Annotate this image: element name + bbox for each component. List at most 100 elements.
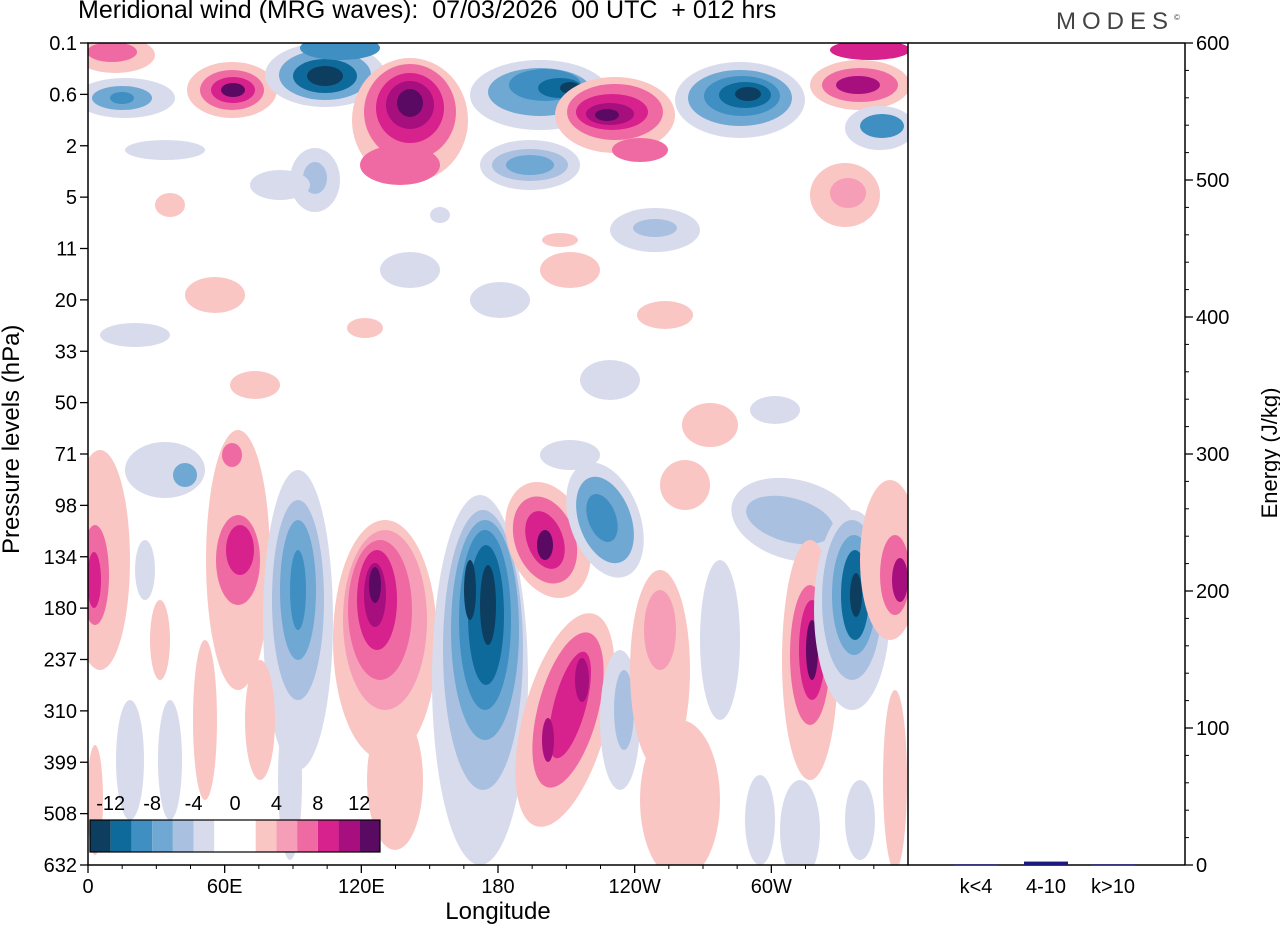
field-blob <box>230 371 280 399</box>
colorbar-swatch <box>152 820 173 852</box>
field-blob <box>506 155 554 175</box>
colorbar-frame <box>89 819 381 853</box>
x-tick-label: 60E <box>207 876 243 898</box>
energy-tick-label: 200 <box>1196 581 1229 603</box>
field-blob <box>746 495 834 545</box>
field-blob <box>193 640 217 800</box>
colorbar-swatch <box>131 820 153 852</box>
colorbar-label: 12 <box>348 793 370 815</box>
energy-tick-label: 100 <box>1196 718 1229 740</box>
colorbar-label: 4 <box>271 793 282 815</box>
y-axis-title: Pressure levels (hPa) <box>0 324 25 554</box>
field-blob <box>836 76 880 94</box>
field-blob <box>735 87 761 101</box>
y-tick-label: 11 <box>56 239 77 261</box>
x-tick-label: 180 <box>481 876 514 898</box>
field-blob <box>245 660 275 780</box>
colorbar-label: -12 <box>96 793 125 815</box>
field-blob <box>595 109 619 121</box>
field-blob <box>806 620 818 680</box>
field-blob <box>226 525 254 575</box>
field-blob <box>780 780 820 865</box>
field-blob <box>745 775 775 865</box>
field-blob <box>158 700 182 820</box>
colorbar-swatch <box>338 820 360 852</box>
field-blob <box>660 460 710 510</box>
energy-tick-label: 400 <box>1196 307 1229 329</box>
x-axis-ticks: 0 60E 120E 180 120W 60W <box>82 865 875 898</box>
x-tick-label: 120W <box>609 876 661 898</box>
y-axis-ticks: 0.1 0.6 2 5 11 20 33 50 71 98 134 180 237 310 399 508 63… <box>44 33 88 877</box>
colorbar-swatch <box>359 820 380 852</box>
field-blob <box>612 138 668 162</box>
y-tick-label: 71 <box>55 444 77 466</box>
y-tick-label: 2 <box>66 136 77 158</box>
colorbar-swatch <box>193 820 215 852</box>
colorbar-swatch <box>90 820 111 852</box>
y-tick-label: 98 <box>55 495 77 517</box>
energy-bar <box>1024 861 1068 865</box>
energy-category-label: 4-10 <box>1026 876 1066 898</box>
x-tick-label: 0 <box>82 876 93 898</box>
field-blob <box>88 43 137 62</box>
field-blob <box>586 494 618 542</box>
y-tick-label: 310 <box>44 701 77 723</box>
field-blob <box>300 43 380 60</box>
y-tick-label: 0.6 <box>49 84 77 106</box>
field-blob <box>480 565 496 645</box>
field-blob <box>640 720 720 865</box>
field-blob <box>110 92 134 104</box>
field-blob <box>464 560 476 620</box>
colorbar-label: 8 <box>312 793 323 815</box>
x-tick-label: 60W <box>751 876 792 898</box>
field-blob <box>116 700 144 820</box>
colorbar-swatch <box>276 820 298 852</box>
energy-axis-title: Energy (J/kg) <box>1257 387 1280 519</box>
field-blob <box>347 318 383 338</box>
colorbar-label: 0 <box>229 793 240 815</box>
y-tick-label: 237 <box>44 650 77 672</box>
colorbar-swatch <box>110 820 132 852</box>
heatmap-field <box>88 43 908 865</box>
energy-tick-label: 600 <box>1196 33 1229 55</box>
field-blob <box>540 252 600 288</box>
field-blob <box>367 710 423 850</box>
field-blob <box>369 567 381 603</box>
field-blob <box>100 323 170 347</box>
field-blob <box>290 550 306 630</box>
energy-bar <box>1091 864 1135 866</box>
y-tick-label: 33 <box>55 341 77 363</box>
field-blob <box>430 207 450 223</box>
field-blob <box>88 552 101 608</box>
field-blob <box>860 114 904 138</box>
energy-axis-ticks: 0 100 200 300 400 500 600 <box>1185 33 1229 877</box>
colorbar-label: -4 <box>185 793 203 815</box>
energy-category-label: k>10 <box>1091 876 1135 898</box>
energy-bars: k<4 4-10 k>10 <box>954 861 1135 898</box>
field-blob <box>580 360 640 400</box>
y-tick-label: 508 <box>44 804 77 826</box>
colorbar-swatch <box>297 820 318 852</box>
field-blob <box>540 440 600 470</box>
field-blob <box>850 573 862 617</box>
field-blob <box>575 658 589 702</box>
field-blob <box>830 178 866 208</box>
energy-tick-label: 500 <box>1196 170 1229 192</box>
chart-title: Meridional wind (MRG waves): 07/03/2026 … <box>78 0 777 24</box>
y-tick-label: 134 <box>44 547 77 569</box>
field-blob <box>542 233 578 247</box>
y-tick-label: 50 <box>55 393 77 415</box>
x-tick-label: 120E <box>338 876 385 898</box>
colorbar-swatch <box>172 820 194 852</box>
field-blob <box>542 718 554 762</box>
field-blob <box>682 403 738 447</box>
colorbar-swatch <box>255 820 277 852</box>
field-blob <box>700 560 740 720</box>
field-blob <box>633 219 677 237</box>
field-blob <box>222 443 242 467</box>
field-blob <box>125 140 205 160</box>
field-blob <box>135 540 155 600</box>
field-blob <box>892 558 908 602</box>
modes-logo: MODES© <box>1056 8 1180 35</box>
